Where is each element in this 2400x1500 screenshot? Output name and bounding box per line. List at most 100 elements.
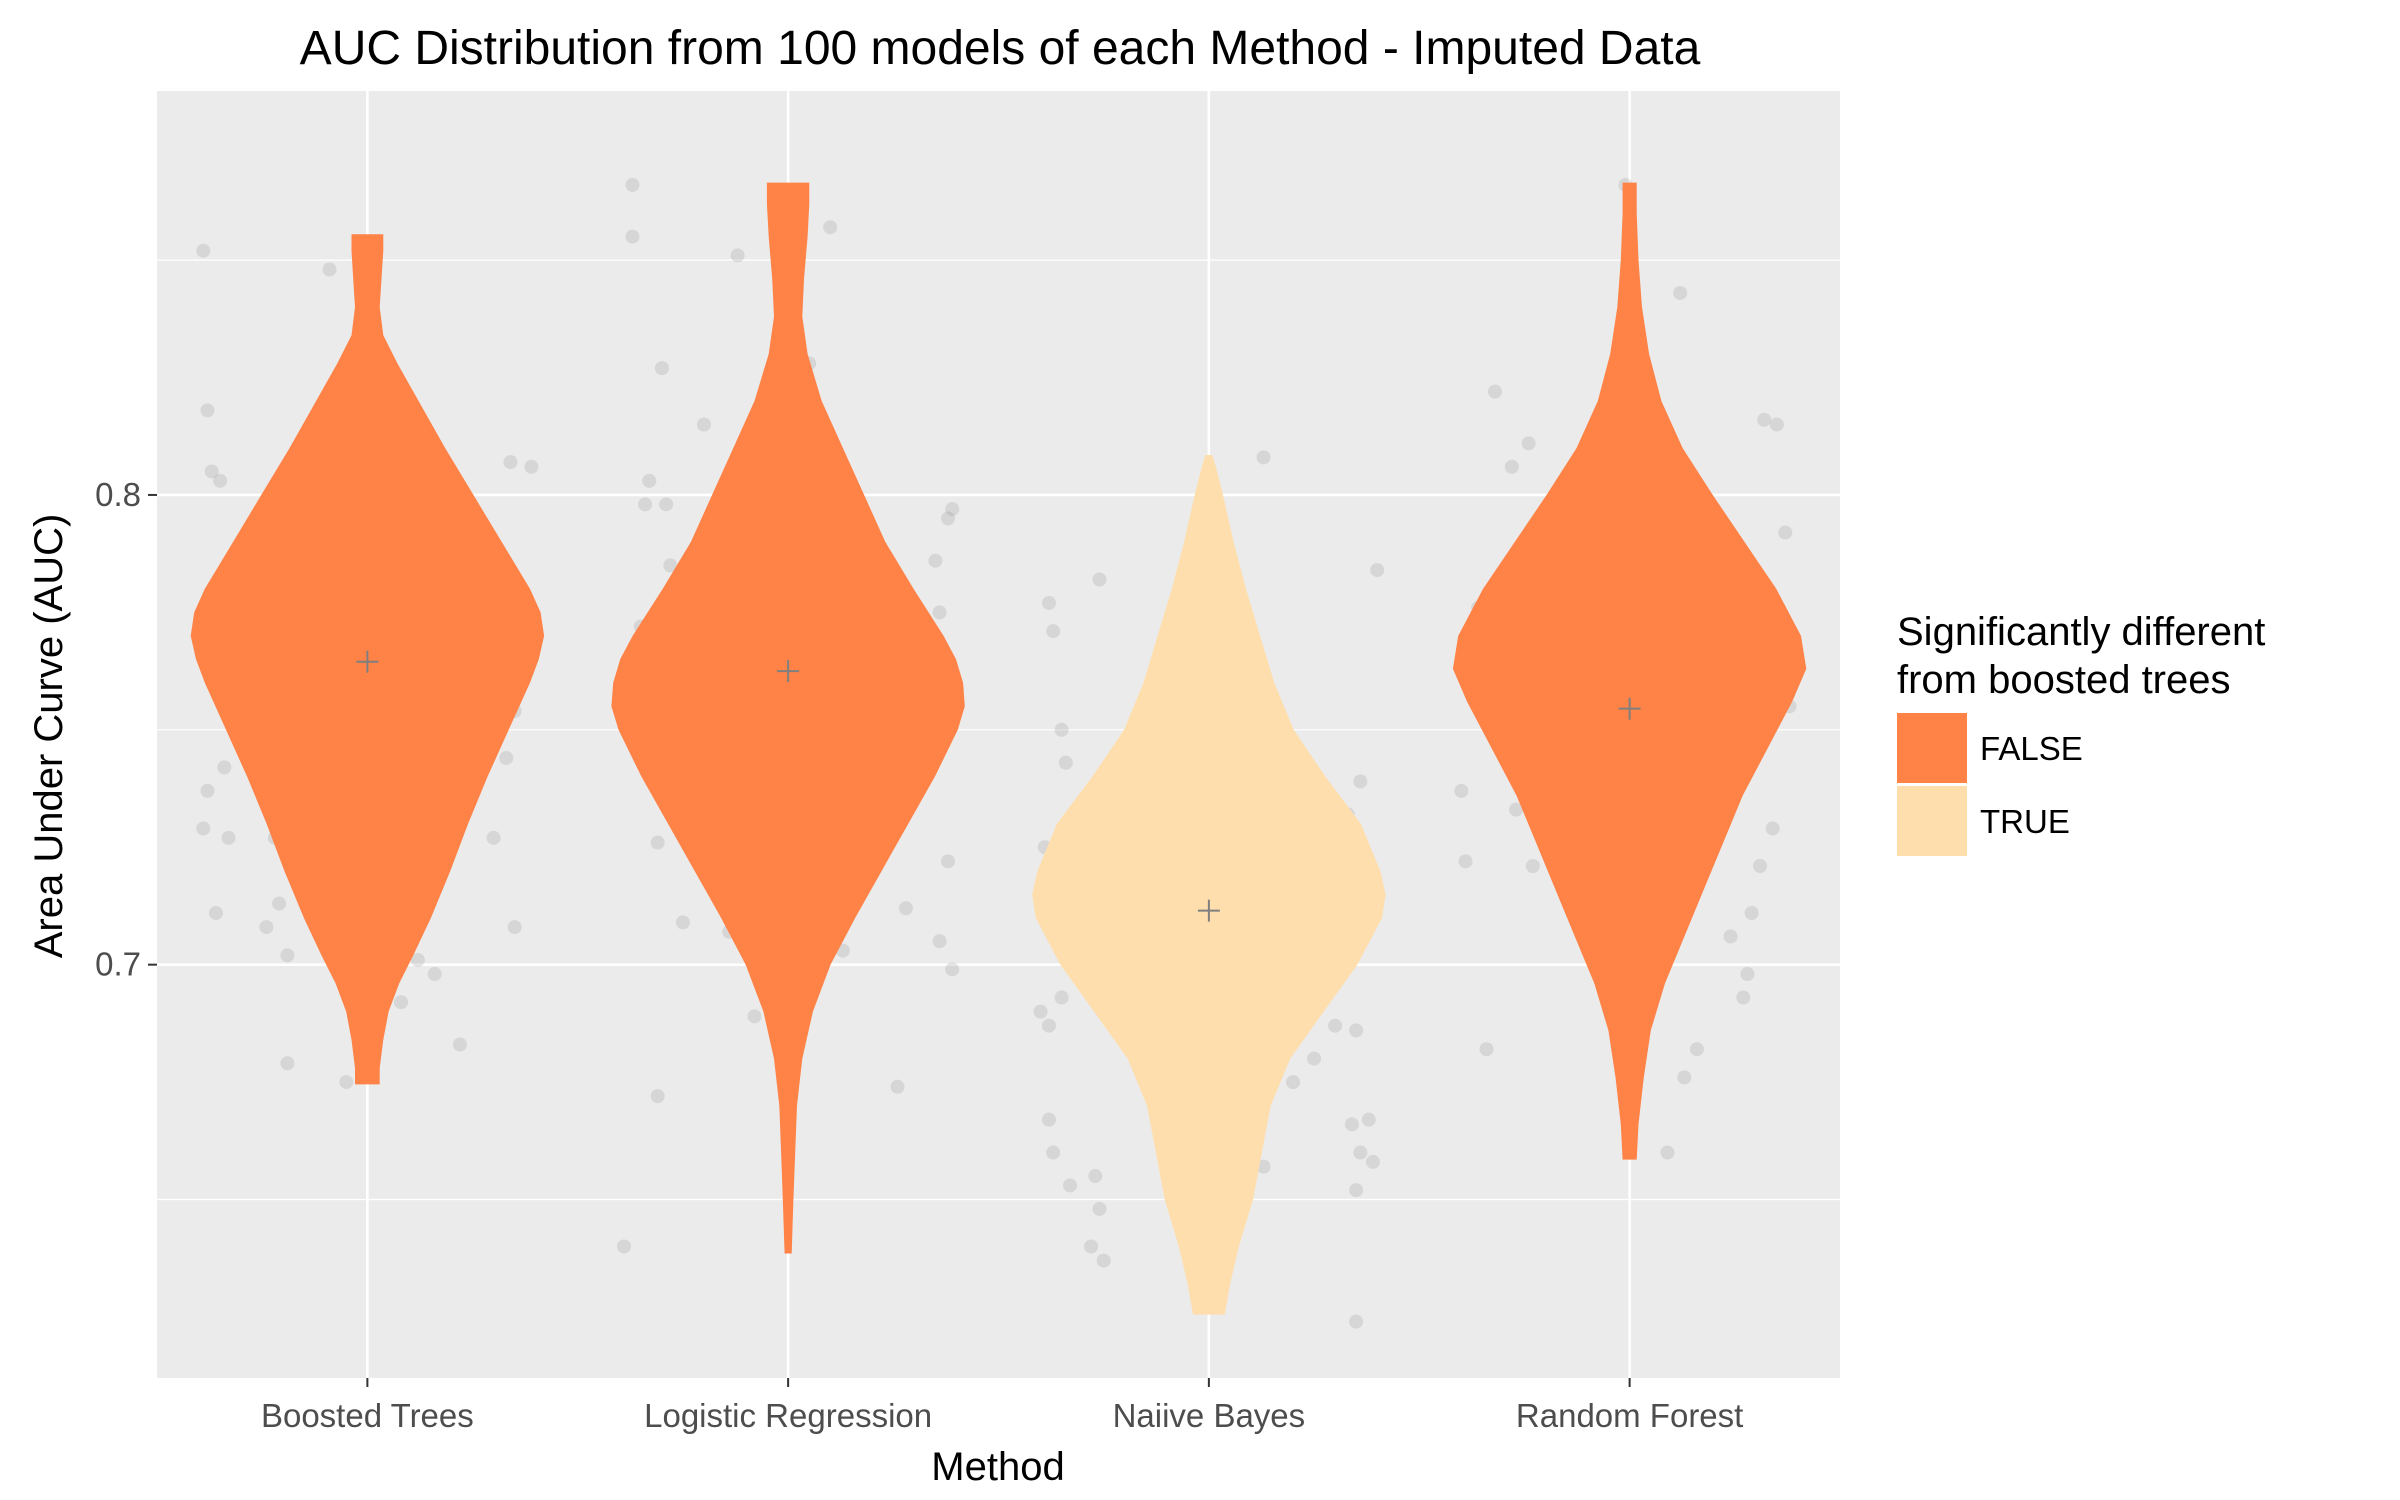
jitter-point	[1740, 967, 1755, 982]
jitter-point	[1769, 417, 1784, 432]
jitter-point	[1660, 1145, 1675, 1160]
jitter-point	[1349, 1314, 1364, 1329]
legend-label-true: TRUE	[1980, 803, 2070, 840]
jitter-point	[1041, 1112, 1056, 1127]
legend-swatch-false	[1897, 713, 1967, 783]
jitter-point	[1092, 572, 1107, 587]
jitter-point	[1088, 1169, 1103, 1184]
jitter-point	[1307, 1051, 1322, 1066]
jitter-point	[217, 760, 232, 775]
jitter-point	[928, 553, 943, 568]
jitter-point	[932, 605, 947, 620]
jitter-point	[208, 905, 223, 920]
jitter-point	[1063, 1178, 1078, 1193]
legend: Significantly different from boosted tre…	[1897, 610, 2265, 856]
jitter-point	[272, 896, 287, 911]
jitter-point	[1349, 1023, 1364, 1038]
jitter-point	[1092, 1201, 1107, 1216]
jitter-point	[1365, 1154, 1380, 1169]
jitter-point	[1689, 1042, 1704, 1057]
jitter-point	[1054, 990, 1069, 1005]
mean-marker	[1618, 697, 1641, 720]
jitter-point	[196, 243, 211, 258]
jitter-point	[650, 835, 665, 850]
jitter-point	[747, 1009, 762, 1024]
jitter-point	[200, 403, 215, 418]
jitter-point	[1361, 1112, 1376, 1127]
legend-swatch-true	[1897, 786, 1967, 856]
mean-marker	[356, 650, 379, 673]
jitter-point	[617, 1239, 632, 1254]
jitter-point	[1353, 774, 1368, 789]
jitter-point	[1084, 1239, 1099, 1254]
jitter-point	[1765, 821, 1780, 836]
y-tick-label: 0.8	[95, 476, 141, 513]
jitter-point	[1521, 436, 1536, 451]
x-axis-title: Method	[931, 1445, 1064, 1489]
jitter-point	[1509, 802, 1524, 817]
jitter-point	[503, 455, 518, 470]
jitter-point	[1256, 450, 1271, 465]
jitter-point	[941, 854, 956, 869]
jitter-point	[204, 464, 219, 479]
jitter-point	[823, 220, 838, 235]
jitter-point	[280, 1056, 295, 1071]
jitter-point	[945, 502, 960, 517]
jitter-point	[507, 920, 522, 935]
y-axis-title: Area Under Curve (AUC)	[27, 514, 71, 959]
jitter-point	[1041, 595, 1056, 610]
x-tick-label: Naiive Bayes	[1113, 1397, 1306, 1434]
jitter-point	[486, 830, 501, 845]
jitter-point	[1736, 990, 1751, 1005]
jitter-point	[1753, 859, 1768, 874]
jitter-point	[200, 783, 215, 798]
chart-title: AUC Distribution from 100 models of each…	[300, 22, 1701, 75]
jitter-point	[696, 417, 711, 432]
jitter-point	[1256, 1159, 1271, 1174]
jitter-point	[280, 948, 295, 963]
jitter-point	[1744, 905, 1759, 920]
jitter-point	[1286, 1075, 1301, 1090]
jitter-point	[196, 821, 211, 836]
jitter-point	[675, 915, 690, 930]
mean-marker	[777, 660, 800, 683]
y-tick-label: 0.7	[95, 946, 141, 983]
jitter-point	[1344, 1117, 1359, 1132]
jitter-point	[1370, 563, 1385, 578]
jitter-point	[642, 473, 657, 488]
jitter-point	[1096, 1253, 1111, 1268]
jitter-point	[394, 995, 409, 1010]
jitter-point	[625, 177, 640, 192]
jitter-point	[1487, 384, 1502, 399]
jitter-point	[1058, 755, 1073, 770]
jitter-point	[650, 1089, 665, 1104]
jitter-point	[410, 952, 425, 967]
jitter-point	[945, 962, 960, 977]
jitter-point	[524, 459, 539, 474]
jitter-point	[654, 361, 669, 376]
jitter-point	[1046, 1145, 1061, 1160]
axes: 0.7 0.8 Boosted Trees Logistic Regression Na…	[95, 476, 1743, 1434]
jitter-point	[427, 967, 442, 982]
jitter-point	[1353, 1145, 1368, 1160]
jitter-point	[1046, 624, 1061, 639]
violin-random-forest	[1452, 182, 1807, 1160]
jitter-point	[890, 1079, 905, 1094]
legend-label-false: FALSE	[1980, 730, 2083, 767]
jitter-point	[1054, 722, 1069, 737]
jitter-point	[625, 229, 640, 244]
violin-logistic-regression	[611, 182, 965, 1254]
jitter-point	[1349, 1183, 1364, 1198]
jitter-point	[339, 1075, 354, 1090]
jitter-point	[932, 934, 947, 949]
jitter-point	[1479, 1042, 1494, 1057]
jitter-point	[941, 511, 956, 526]
jitter-point	[659, 497, 674, 512]
jitter-point	[1778, 525, 1793, 540]
jitter-point	[663, 558, 678, 573]
jitter-point	[259, 920, 274, 935]
x-tick-label: Random Forest	[1516, 1397, 1743, 1434]
jitter-point	[638, 497, 653, 512]
jitter-point	[730, 248, 745, 263]
